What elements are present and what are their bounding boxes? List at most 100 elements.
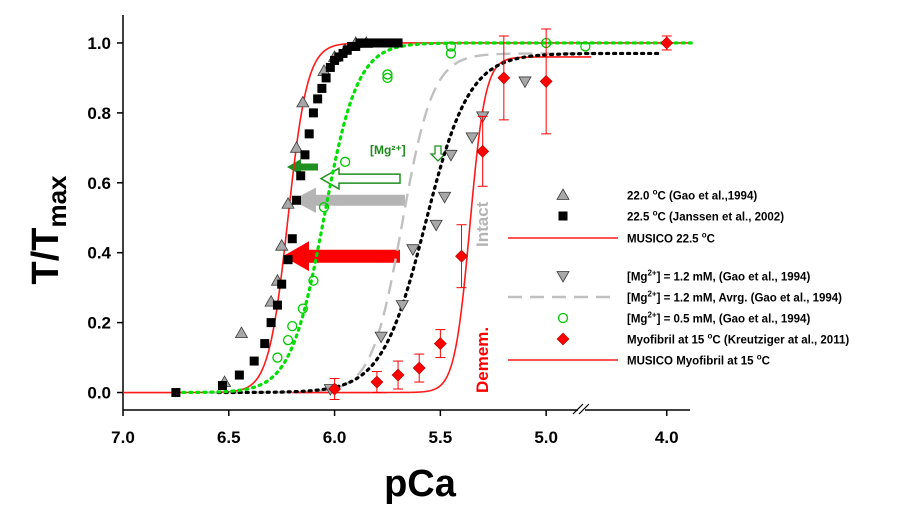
x-tick-label: 7.0	[111, 428, 135, 447]
point-gao12	[395, 300, 409, 312]
point-gao22	[274, 238, 289, 251]
point-gao12	[374, 331, 388, 344]
point-janssen	[283, 255, 293, 265]
legend-label-part: MUSICO Myofibril at 15	[627, 356, 757, 368]
point-janssen	[287, 234, 297, 244]
point-kreutz	[412, 361, 426, 375]
mg-annotation: [Mg²⁺]	[370, 143, 406, 157]
x-tick-label: 6.5	[217, 428, 241, 447]
point-gao22	[289, 141, 304, 153]
y-axis-title-main: T/T	[25, 228, 67, 285]
point-gao05	[340, 156, 351, 167]
point-kreutz	[476, 144, 490, 158]
y-axis-title-sub: max	[42, 175, 72, 228]
point-gao05	[282, 334, 294, 346]
x-tick-label: 4.0	[655, 428, 679, 447]
point-janssen	[296, 171, 306, 181]
curve-musico15	[292, 56, 592, 394]
legend-label-part: 2+	[647, 290, 656, 299]
plot-area: 0.0 0.2 0.4 0.6 0.8 1.0 7.0 6.5 6.0 5.5 5.0 4.0	[87, 15, 698, 447]
legend-label-part: C (Gao et al.,1994)	[657, 191, 757, 203]
legend-label-part: ] = 1.2 mM, Avrg. (Gao et al., 1994)	[657, 293, 843, 305]
legend-label-part: [Mg	[627, 293, 647, 305]
legend: 22.0 oC (Gao et al.,1994)22.5 oC (Jansse…	[508, 188, 849, 368]
legend-swatch-gao05	[557, 312, 569, 324]
y-tick-label: 0.2	[87, 314, 111, 333]
point-janssen	[325, 62, 335, 72]
point-janssen	[308, 108, 318, 118]
point-gao12	[406, 244, 420, 257]
legend-label-part: o	[653, 188, 658, 197]
point-janssen	[217, 381, 227, 391]
legend-swatch-gao12	[556, 271, 570, 283]
curve-black_fit	[216, 51, 663, 395]
point-gao05	[382, 69, 393, 80]
point-gao22	[234, 326, 249, 338]
legend-swatch-janssen	[558, 211, 568, 221]
point-gao05	[318, 202, 330, 213]
x-tick-label: 5.5	[429, 428, 453, 447]
legend-swatch-gao22	[556, 188, 570, 200]
x-axis-title: pCa	[384, 463, 457, 505]
point-kreutz	[539, 74, 553, 88]
point-kreutz	[433, 337, 447, 351]
legend-label-part: [Mg	[627, 314, 647, 326]
point-gao22	[296, 95, 310, 108]
y-tick-label: 0.0	[87, 384, 111, 403]
point-gao05	[580, 41, 591, 52]
point-janssen	[277, 279, 287, 289]
legend-label-gao05: [Mg2+] = 0.5 mM, (Gao et al., 1994)	[627, 311, 810, 326]
legend-label-part: o	[757, 353, 762, 362]
point-janssen	[234, 370, 244, 380]
x-tick-label: 5.0	[534, 428, 558, 447]
axis-break-mark	[578, 403, 590, 415]
legend-label-musico225: MUSICO 22.5 oC	[627, 231, 715, 246]
legend-label-part: MUSICO 22.5	[627, 234, 702, 246]
mg-down-arrow-icon	[429, 145, 447, 162]
point-janssen	[272, 300, 282, 310]
point-gao12	[437, 191, 452, 204]
legend-label-part: [Mg	[627, 272, 647, 284]
group-label-demem: Demem.	[473, 327, 492, 393]
legend-label-part: C	[762, 356, 770, 368]
point-janssen	[300, 150, 310, 160]
legend-label-part: o	[653, 209, 658, 218]
point-gao12	[429, 219, 443, 232]
point-gao05	[297, 303, 308, 314]
y-tick-label: 0.8	[87, 104, 111, 123]
legend-label-part: o	[708, 332, 713, 341]
point-gao12	[465, 132, 479, 145]
point-kreutz	[455, 249, 468, 263]
arrow-green-mg-outline	[319, 166, 401, 191]
point-gao05	[308, 275, 319, 286]
legend-label-part: C (Kreutziger at al., 2011)	[712, 335, 849, 347]
legend-label-part: C (Janssen et al., 2002)	[657, 212, 784, 224]
y-tick-label: 0.6	[87, 174, 111, 193]
legend-label-part: 2+	[647, 269, 656, 278]
y-tick-label: 1.0	[87, 34, 111, 53]
group-label-intact: Intact	[473, 201, 492, 247]
point-janssen	[291, 195, 301, 205]
point-kreutz	[660, 36, 674, 50]
legend-label-part: Myofibril at 15	[627, 335, 708, 347]
x-tick-label: 6.0	[323, 428, 347, 447]
svg-text:T/Tmax: T/Tmax	[25, 175, 72, 285]
legend-label-part: 22.5	[627, 212, 653, 224]
legend-label-kreutz: Myofibril at 15 oC (Kreutziger at al., 2…	[627, 332, 849, 347]
legend-label-gao22: 22.0 oC (Gao et al.,1994)	[627, 188, 757, 203]
point-kreutz	[497, 71, 511, 85]
curve-musico225	[123, 42, 690, 394]
point-gao05	[287, 320, 298, 332]
legend-label-part: 22.0	[627, 191, 653, 203]
legend-label-janssen: 22.5 oC (Janssen et al., 2002)	[627, 209, 784, 224]
point-kreutz	[370, 375, 384, 389]
point-gao05	[272, 352, 283, 363]
point-janssen	[317, 83, 327, 93]
legend-label-part: ] = 1.2 mM, (Gao et al., 1994)	[657, 272, 811, 284]
point-gao12	[444, 149, 458, 162]
legend-label-part: ] = 0.5 mM, (Gao et al., 1994)	[657, 314, 811, 326]
arrow-red-demem	[283, 241, 400, 272]
arrow-gray-intact	[292, 187, 405, 213]
point-janssen	[260, 339, 270, 349]
